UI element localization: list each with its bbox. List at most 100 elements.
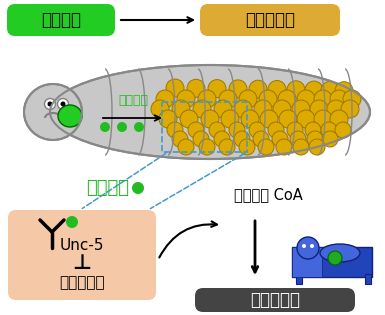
Circle shape [297,110,315,128]
FancyBboxPatch shape [8,210,156,300]
Bar [296,274,302,284]
Circle shape [249,122,265,138]
Text: ネトリン: ネトリン [87,179,129,197]
Circle shape [221,110,239,128]
Circle shape [209,122,225,138]
Ellipse shape [320,244,360,262]
Circle shape [167,122,183,138]
Circle shape [293,139,309,155]
Circle shape [249,80,267,98]
Circle shape [100,122,110,132]
Circle shape [276,139,292,155]
Circle shape [239,139,255,155]
Circle shape [305,122,321,138]
Circle shape [297,237,319,259]
Circle shape [234,100,252,118]
Text: ⊥: ⊥ [72,253,92,273]
FancyBboxPatch shape [200,4,340,36]
Circle shape [214,100,232,118]
Circle shape [254,100,272,118]
Circle shape [272,131,288,147]
Bar [365,274,371,284]
Circle shape [214,131,230,147]
Circle shape [172,131,188,147]
Circle shape [309,139,325,155]
Circle shape [47,101,52,106]
Circle shape [193,131,209,147]
FancyBboxPatch shape [292,247,372,277]
Circle shape [198,90,216,108]
Circle shape [45,99,55,110]
Ellipse shape [58,105,82,127]
Circle shape [134,122,144,132]
Circle shape [287,81,305,99]
Circle shape [219,90,237,108]
Circle shape [314,90,332,108]
Circle shape [343,90,361,108]
Circle shape [310,244,314,248]
Circle shape [330,90,348,108]
Circle shape [178,139,194,155]
Text: カルニチン: カルニチン [59,276,105,290]
Circle shape [278,90,296,108]
Circle shape [156,90,174,108]
Circle shape [268,122,284,138]
Circle shape [159,110,177,128]
Circle shape [330,110,348,128]
Text: 脂肪体組織: 脂肪体組織 [245,11,295,29]
Circle shape [279,110,297,128]
Circle shape [208,80,226,98]
Circle shape [314,110,332,128]
Circle shape [239,90,257,108]
Circle shape [273,100,291,118]
FancyBboxPatch shape [195,288,355,312]
Circle shape [199,139,215,155]
Circle shape [335,82,353,100]
Circle shape [328,251,342,265]
Circle shape [193,100,211,118]
Circle shape [132,182,144,194]
Circle shape [172,100,190,118]
Circle shape [177,90,195,108]
Circle shape [341,100,359,118]
Circle shape [327,100,345,118]
Circle shape [292,100,310,118]
Ellipse shape [50,65,370,159]
Text: ネトリン: ネトリン [118,94,148,106]
Circle shape [234,131,250,147]
Circle shape [322,131,338,147]
Circle shape [117,122,127,132]
Ellipse shape [24,84,82,140]
Circle shape [253,131,269,147]
Circle shape [297,90,315,108]
Circle shape [187,79,205,97]
Circle shape [321,122,337,138]
Circle shape [307,131,323,147]
Circle shape [151,100,169,118]
Circle shape [229,80,247,98]
Text: アセチル CoA: アセチル CoA [234,187,302,203]
Circle shape [321,81,339,100]
Text: Unc-5: Unc-5 [60,238,104,253]
Circle shape [290,131,306,147]
Circle shape [260,110,278,128]
Circle shape [241,110,259,128]
Circle shape [201,110,219,128]
Circle shape [310,100,328,118]
Circle shape [66,216,78,228]
Circle shape [287,122,303,138]
FancyBboxPatch shape [7,4,115,36]
Circle shape [335,122,351,138]
FancyBboxPatch shape [292,247,322,277]
Circle shape [305,81,323,99]
Circle shape [258,139,274,155]
Text: 個体の死亡: 個体の死亡 [250,291,300,309]
Circle shape [57,99,69,110]
Circle shape [268,81,286,99]
Circle shape [180,110,198,128]
Circle shape [302,244,306,248]
Text: がん組織: がん組織 [41,11,81,29]
Circle shape [219,139,235,155]
Circle shape [229,122,245,138]
Circle shape [188,122,204,138]
